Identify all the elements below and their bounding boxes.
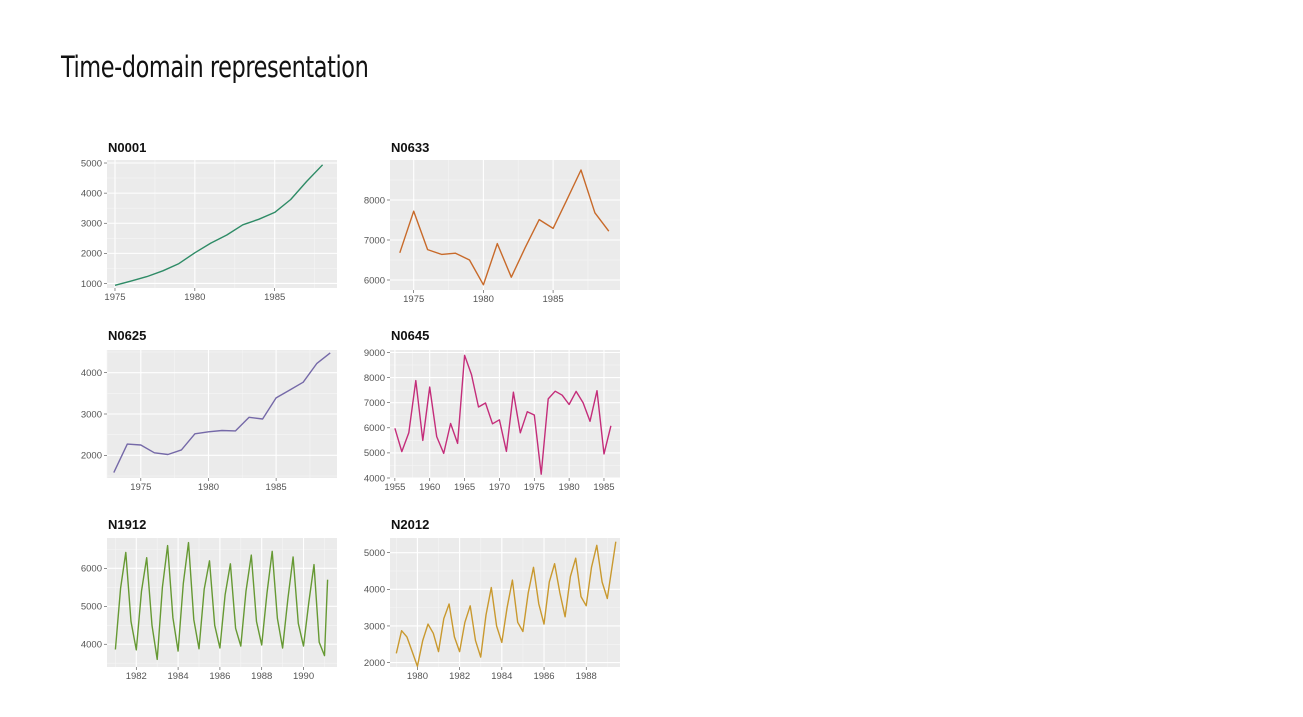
x-tick-label: 1980 <box>559 482 580 493</box>
x-tick-label: 1984 <box>491 671 512 682</box>
chart-plot: 6000 7000 8000 1975 1980 1985 <box>364 160 620 305</box>
chart-plot: 2000 3000 4000 5000 1980 1982 1984 1986 1988 <box>364 538 620 682</box>
chart-panel-n1912: N1912 4000 5000 6000 1982 1984 1986 1988 1990 <box>81 517 347 682</box>
y-tick-label: 8000 <box>364 373 385 384</box>
y-tick-label: 4000 <box>81 640 102 651</box>
x-tick-label: 1986 <box>533 671 554 682</box>
chart-panel-n0645: N0645 4000 5000 6000 7000 8000 9000 1955 1960 19… <box>364 328 630 493</box>
x-tick-label: 1985 <box>543 294 564 305</box>
chart-title: N2012 <box>391 517 430 532</box>
y-tick-label: 7000 <box>364 398 385 409</box>
y-tick-label: 5000 <box>364 548 385 559</box>
y-tick-label: 4000 <box>81 188 102 199</box>
y-tick-label: 3000 <box>81 409 102 420</box>
series-line <box>113 352 331 473</box>
x-tick-label: 1955 <box>384 482 405 493</box>
x-tick-label: 1975 <box>524 482 545 493</box>
y-tick-label: 2000 <box>81 249 102 260</box>
x-tick-label: 1975 <box>130 482 151 493</box>
y-tick-label: 5000 <box>364 448 385 459</box>
y-tick-label: 4000 <box>81 368 102 379</box>
y-tick-label: 8000 <box>364 195 385 206</box>
y-tick-label: 6000 <box>364 423 385 434</box>
chart-title: N0001 <box>108 140 147 155</box>
chart-title: N0645 <box>391 328 430 343</box>
chart-panel-n0633: N0633 6000 7000 8000 1975 1980 1985 <box>364 140 630 305</box>
y-tick-label: 3000 <box>81 219 102 230</box>
plot-background <box>107 538 337 667</box>
y-tick-label: 4000 <box>364 585 385 596</box>
y-tick-label: 9000 <box>364 348 385 359</box>
x-tick-label: 1985 <box>266 482 287 493</box>
x-tick-label: 1982 <box>449 671 470 682</box>
x-tick-label: 1965 <box>454 482 475 493</box>
x-tick-label: 1980 <box>198 482 219 493</box>
x-tick-label: 1984 <box>168 671 189 682</box>
y-tick-label: 5000 <box>81 602 102 613</box>
x-tick-label: 1975 <box>104 292 125 303</box>
chart-panel-n0625: N0625 2000 3000 4000 1975 1980 1985 <box>81 328 347 493</box>
y-tick-label: 4000 <box>364 473 385 484</box>
x-tick-label: 1980 <box>407 671 428 682</box>
chart-plot: 4000 5000 6000 7000 8000 9000 1955 1960 1965 1970… <box>364 348 620 493</box>
series-line <box>399 169 610 286</box>
x-tick-label: 1975 <box>403 294 424 305</box>
chart-title: N0633 <box>391 140 430 155</box>
plot-background <box>107 160 337 288</box>
y-tick-label: 6000 <box>364 275 385 286</box>
series-line <box>394 354 612 475</box>
x-tick-label: 1985 <box>264 292 285 303</box>
x-tick-label: 1970 <box>489 482 510 493</box>
chart-plot: 4000 5000 6000 1982 1984 1986 1988 1990 <box>81 538 337 682</box>
series-line <box>114 541 329 661</box>
chart-plot: 1000 2000 3000 4000 5000 1975 1980 1985 <box>81 158 337 303</box>
plot-background <box>390 538 620 667</box>
x-tick-label: 1980 <box>473 294 494 305</box>
series-line <box>395 541 617 668</box>
y-tick-label: 1000 <box>81 279 102 290</box>
chart-panel-n2012: N2012 2000 3000 4000 5000 1980 1982 1984 1986 19… <box>364 517 630 682</box>
x-tick-label: 1985 <box>593 482 614 493</box>
y-tick-label: 5000 <box>81 158 102 169</box>
x-tick-label: 1988 <box>251 671 272 682</box>
y-tick-label: 2000 <box>81 451 102 462</box>
y-tick-label: 3000 <box>364 621 385 632</box>
chart-panel-n0001: N0001 1000 2000 3000 4000 5000 1975 1980 1985 <box>81 140 347 305</box>
y-tick-label: 2000 <box>364 658 385 669</box>
series-line <box>114 164 324 286</box>
y-tick-label: 7000 <box>364 235 385 246</box>
chart-plot: 2000 3000 4000 1975 1980 1985 <box>81 350 337 493</box>
plot-background <box>390 350 620 478</box>
plot-background <box>390 160 620 290</box>
x-tick-label: 1988 <box>576 671 597 682</box>
x-tick-label: 1986 <box>209 671 230 682</box>
slide-title: Time-domain representation <box>61 50 369 84</box>
x-tick-label: 1960 <box>419 482 440 493</box>
x-tick-label: 1982 <box>126 671 147 682</box>
x-tick-label: 1990 <box>293 671 314 682</box>
chart-title: N0625 <box>108 328 147 343</box>
chart-title: N1912 <box>108 517 147 532</box>
x-tick-label: 1980 <box>184 292 205 303</box>
y-tick-label: 6000 <box>81 564 102 575</box>
